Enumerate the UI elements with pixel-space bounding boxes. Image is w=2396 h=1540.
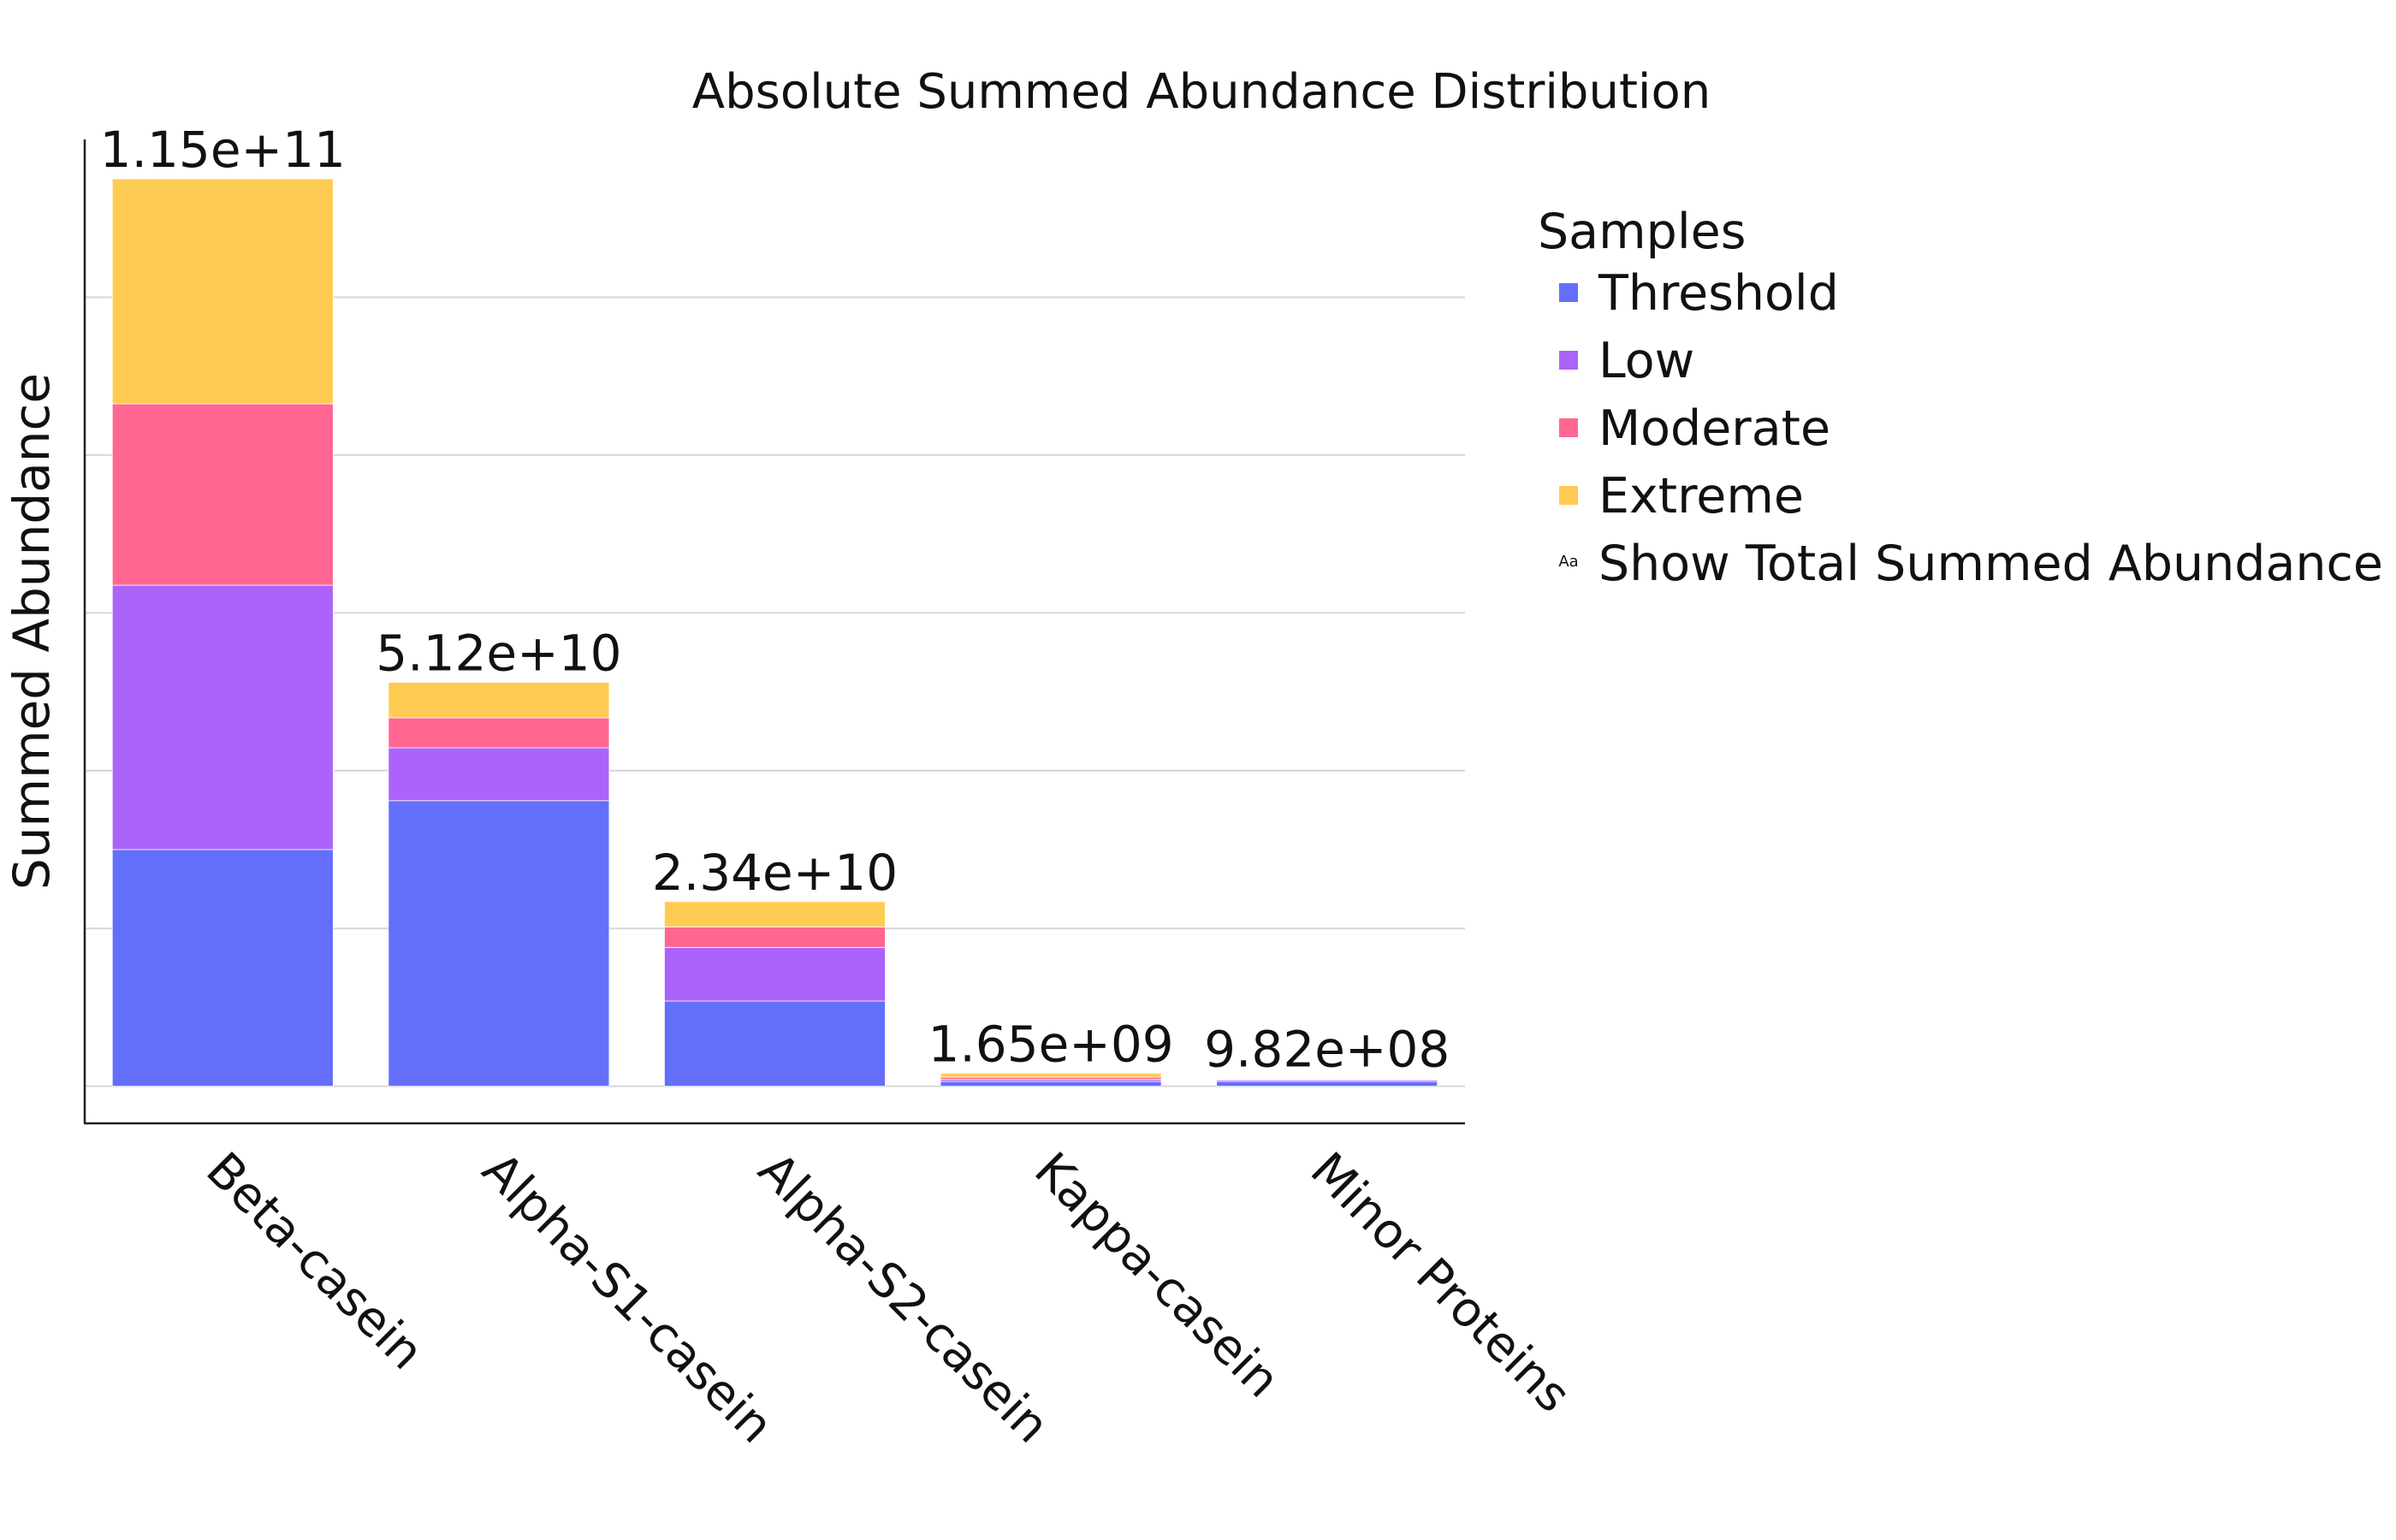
- bar-segment[interactable]: [388, 717, 610, 749]
- legend-label[interactable]: Moderate: [1598, 400, 1830, 457]
- bar-segment[interactable]: [388, 747, 610, 802]
- legend-text-icon[interactable]: Aa: [1558, 553, 1578, 571]
- bar-segment[interactable]: [940, 1076, 1162, 1081]
- bar-segment[interactable]: [664, 1000, 886, 1087]
- total-label: 1.65e+09: [928, 1015, 1173, 1073]
- legend-label[interactable]: Threshold: [1598, 265, 1839, 322]
- bar-segment[interactable]: [940, 1081, 1162, 1087]
- bar-segment[interactable]: [111, 584, 334, 850]
- legend-swatch[interactable]: [1559, 283, 1578, 302]
- total-label: 1.15e+11: [100, 121, 346, 179]
- x-tick-label: Alpha-S1-casein: [471, 1142, 784, 1454]
- bar-segment[interactable]: [111, 403, 334, 586]
- legend-label-total[interactable]: Show Total Summed Abundance: [1598, 536, 2383, 592]
- x-tick-label: Beta-casein: [195, 1142, 434, 1381]
- bar-segment[interactable]: [664, 901, 886, 927]
- y-axis-label: Summed Abundance: [3, 373, 61, 890]
- bar-segment[interactable]: [388, 800, 610, 1087]
- x-tick-labels: Beta-casein Alpha-S1-caseinAlpha-S2-casei…: [195, 1142, 1581, 1454]
- bar-segment[interactable]: [1216, 1078, 1438, 1081]
- bar-segment[interactable]: [388, 682, 610, 719]
- legend[interactable]: Samples Threshold Low Moderate Extreme Aa Sho…: [1538, 204, 2383, 592]
- bars: [111, 178, 1438, 1087]
- legend-swatch[interactable]: [1559, 351, 1578, 370]
- x-tick-label: Alpha-S2-casein: [748, 1142, 1060, 1454]
- bar-segment[interactable]: [940, 1073, 1162, 1078]
- legend-swatch[interactable]: [1559, 486, 1578, 505]
- legend-swatch[interactable]: [1559, 418, 1578, 437]
- legend-title: Samples: [1538, 204, 1746, 260]
- x-tick-label: Minor Proteins: [1300, 1142, 1581, 1424]
- total-label: 2.34e+10: [652, 844, 898, 902]
- bar-segment[interactable]: [664, 946, 886, 1002]
- bar-segment[interactable]: [664, 926, 886, 948]
- bar-segment[interactable]: [111, 849, 334, 1087]
- legend-label[interactable]: Extreme: [1598, 468, 1804, 524]
- bar-segment[interactable]: [111, 178, 334, 405]
- total-label: 5.12e+10: [376, 624, 621, 682]
- total-label: 9.82e+08: [1204, 1021, 1450, 1079]
- chart-title: Absolute Summed Abundance Distribution: [692, 64, 1711, 120]
- x-tick-label: Kappa-casein: [1023, 1142, 1290, 1408]
- total-labels: 1.15e+11 5.12e+10 2.34e+10 1.65e+09 9.82e+08: [100, 121, 1450, 1078]
- legend-label[interactable]: Low: [1598, 333, 1694, 389]
- bar-segment[interactable]: [1216, 1081, 1438, 1087]
